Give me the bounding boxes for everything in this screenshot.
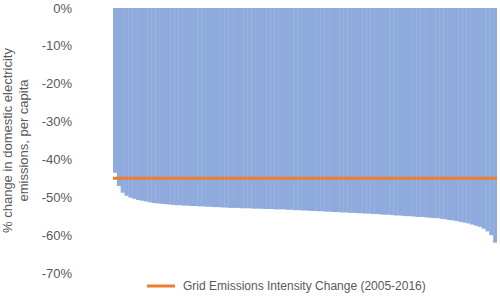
tick-label: -20% <box>42 76 73 91</box>
bar <box>201 8 205 206</box>
bar <box>194 8 198 206</box>
tick-label: -30% <box>42 114 73 129</box>
bar <box>397 8 401 215</box>
bar <box>416 8 420 217</box>
bar <box>428 8 432 218</box>
bar <box>167 8 171 204</box>
bar <box>151 8 155 203</box>
bar <box>482 8 486 229</box>
bar <box>301 8 305 211</box>
bar <box>474 8 478 226</box>
bar <box>447 8 451 220</box>
bar <box>178 8 182 205</box>
legend-swatch <box>147 285 175 288</box>
bar <box>451 8 455 220</box>
bar <box>140 8 144 201</box>
bar <box>363 8 367 214</box>
tick-label: -10% <box>42 38 73 53</box>
bar <box>190 8 194 206</box>
bar <box>459 8 463 222</box>
bar <box>401 8 405 216</box>
bar <box>493 8 497 243</box>
bar <box>405 8 409 216</box>
bar <box>317 8 321 211</box>
bar <box>432 8 436 218</box>
bar <box>466 8 470 223</box>
bar <box>389 8 393 215</box>
bar <box>424 8 428 217</box>
bar <box>386 8 390 215</box>
bar <box>174 8 178 205</box>
tick-label: 0% <box>53 1 72 16</box>
bar <box>144 8 148 201</box>
axis-title: % change in domestic electricityemission… <box>0 48 31 233</box>
bar <box>155 8 159 203</box>
bar <box>478 8 482 227</box>
bar <box>343 8 347 212</box>
plot-area <box>113 8 497 243</box>
bar <box>320 8 324 211</box>
bar <box>347 8 351 213</box>
tick-label: -50% <box>42 190 73 205</box>
line <box>113 177 497 180</box>
bar <box>462 8 466 223</box>
bar <box>128 8 132 198</box>
bar <box>332 8 336 212</box>
bar <box>413 8 417 217</box>
tick-label: -60% <box>42 228 73 243</box>
bar <box>366 8 370 214</box>
bar <box>328 8 332 212</box>
bar <box>485 8 489 231</box>
bar <box>351 8 355 213</box>
bar <box>163 8 167 204</box>
chart: 0% -10% -20% -30% -40% -50% -60% -70% % change i… <box>0 0 500 299</box>
bar <box>171 8 175 205</box>
tick-label: -70% <box>42 266 73 281</box>
bar <box>186 8 190 206</box>
legend-label: Grid Emissions Intensity Change (2005-20… <box>183 279 426 293</box>
bar <box>443 8 447 219</box>
bar <box>197 8 201 206</box>
bar <box>121 8 125 193</box>
bar <box>148 8 152 202</box>
bar <box>336 8 340 212</box>
bar <box>455 8 459 221</box>
bar <box>113 8 117 173</box>
bar <box>370 8 374 214</box>
bar <box>409 8 413 216</box>
tick-label: -40% <box>42 152 73 167</box>
bar <box>378 8 382 214</box>
bar <box>359 8 363 213</box>
bar <box>125 8 129 196</box>
bar <box>182 8 186 206</box>
bar <box>439 8 443 219</box>
bar <box>159 8 163 204</box>
bar <box>340 8 344 212</box>
bar <box>489 8 493 235</box>
bar <box>136 8 140 200</box>
bar <box>355 8 359 213</box>
bar <box>374 8 378 214</box>
bar <box>132 8 136 199</box>
bar <box>420 8 424 217</box>
bar <box>117 8 121 186</box>
bar <box>393 8 397 215</box>
bar <box>382 8 386 215</box>
bar <box>313 8 317 211</box>
bar <box>470 8 474 225</box>
bar <box>309 8 313 211</box>
bar <box>436 8 440 218</box>
bar <box>324 8 328 212</box>
bar <box>305 8 309 211</box>
